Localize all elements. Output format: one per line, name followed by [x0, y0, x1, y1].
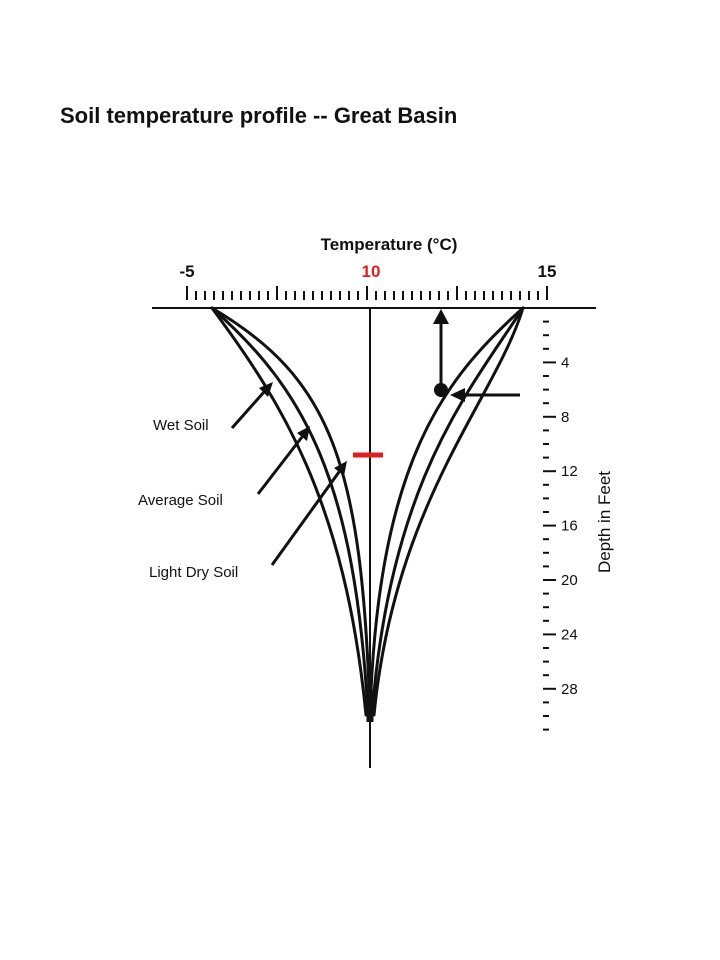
callout-average-soil-arrowhead: [297, 426, 310, 441]
curve-average-soil-left: [210, 306, 370, 717]
depth-ruler-ticks: [543, 320, 556, 731]
depth-label: 12: [561, 463, 578, 480]
curve-light-dry-soil-left: [210, 306, 372, 717]
temperature-label-highlight: 10: [362, 262, 381, 281]
depth-label: 8: [561, 409, 569, 426]
depth-axis-title: Depth in Feet: [595, 471, 614, 573]
temperature-ruler-ticks: [186, 286, 548, 300]
temperature-label-min: -5: [179, 262, 194, 281]
curve-wet-soil-right: [368, 306, 525, 717]
depth-label: 20: [561, 572, 578, 589]
depth-label: 4: [561, 354, 569, 371]
callout-wet-soil-label: Wet Soil: [153, 417, 209, 434]
callout-light-dry-soil-label: Light Dry Soil: [149, 564, 238, 581]
callout-light-dry-soil-arrow: [270, 471, 341, 566]
temperature-axis-title: Temperature (°C): [321, 235, 458, 254]
curve-average-soil-right: [370, 306, 525, 717]
indicator-left-arrow-head: [450, 388, 465, 402]
callout-wet-soil-arrow: [230, 391, 266, 429]
depth-ruler-labels: 4 8 12 16 20 24 28: [561, 354, 578, 697]
depth-label: 24: [561, 626, 578, 643]
callout-arrows: [230, 382, 347, 566]
callout-average-soil-arrow: [256, 436, 304, 495]
callout-average-soil-label: Average Soil: [138, 492, 223, 509]
page-title: Soil temperature profile -- Great Basin: [60, 103, 458, 128]
depth-label: 16: [561, 518, 578, 535]
temperature-label-max: 15: [538, 262, 557, 281]
callout-light-dry-soil-arrowhead: [334, 461, 347, 476]
curve-wet-soil-left: [210, 306, 368, 717]
curve-light-dry-soil-right: [372, 306, 525, 717]
depth-label: 28: [561, 681, 578, 698]
callout-wet-soil-arrowhead: [259, 382, 273, 397]
indicator-up-arrow-head: [433, 309, 449, 324]
soil-curves: [210, 306, 525, 717]
